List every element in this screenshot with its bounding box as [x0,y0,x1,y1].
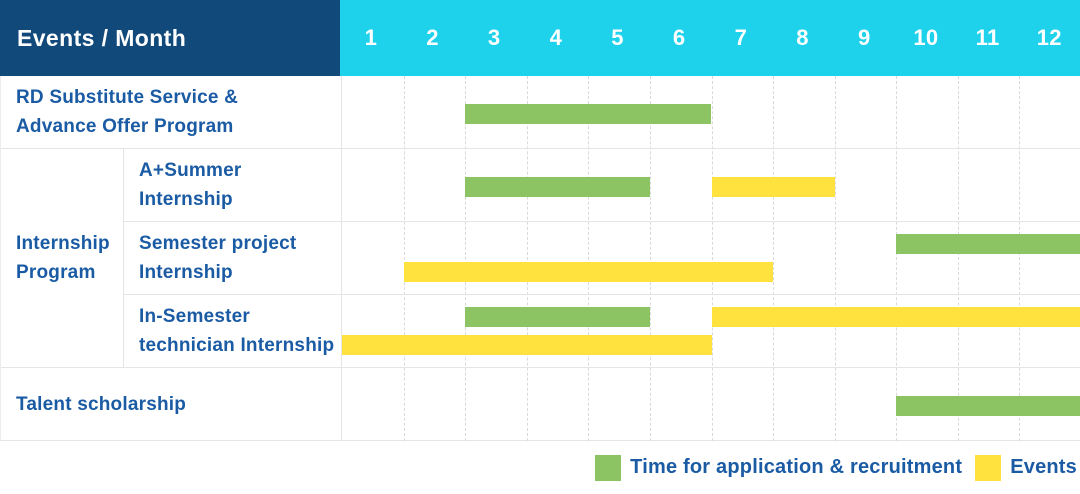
row-label-line: In-Semester [139,306,250,327]
row-label-line: Advance Offer Program [16,116,234,137]
gantt-row-track [342,368,1080,441]
month-header-label: 8 [796,25,809,50]
table-body: RD Substitute Service & Advance Offer Pr… [0,76,1080,441]
month-header-label: 7 [734,25,748,50]
month-header-label: 12 [1036,25,1062,50]
row-label-line: Internship [139,262,233,283]
row-label-line: A+Summer [139,160,242,181]
row-label-semester-project: Semester project Internship [124,222,341,295]
group-label-line: Internship [16,233,110,254]
month-gridline [711,76,713,441]
group-label-internship-program: Internship Program [1,149,124,368]
row-label-a-plus-summer: A+Summer Internship [124,149,341,222]
month-gridline [1019,76,1021,441]
application-bar [896,234,1080,254]
month-header-label: 9 [857,25,871,50]
gantt-row-track [342,149,1080,222]
application-bar [465,177,650,197]
month-gridline [773,76,775,441]
month-header-label: 1 [364,25,378,50]
events-month-header-cell: Events / Month [0,0,340,76]
gantt-row-track [342,295,1080,368]
month-header-label: 6 [672,25,686,50]
application-bar [896,396,1080,416]
table-title: Events / Month [17,24,187,51]
event-bar [711,177,835,197]
application-bar [465,104,712,124]
month-header-label: 11 [975,25,1000,50]
month-gridline [526,76,528,441]
row-label-line: RD Substitute Service & [16,87,239,108]
row-label-line: Talent scholarship [16,394,187,415]
legend-item-events: Events [975,454,1077,481]
event-bar [403,262,774,282]
gantt-row-track [342,222,1080,295]
month-gridline [649,76,651,441]
gantt-track [341,76,1080,441]
table-header-row: Events / Month 1 2 3 4 5 6 7 8 9 10 11 12 [0,0,1080,76]
month-gridline [834,76,836,441]
month-header-label: 10 [913,25,939,50]
months-header: 1 2 3 4 5 6 7 8 9 10 11 12 [340,0,1080,76]
legend: Time for application & recruitment Event… [0,441,1077,494]
event-bar [711,307,1080,327]
month-gridline [588,76,590,441]
month-gridline [403,76,405,441]
legend-item-application: Time for application & recruitment [595,454,963,481]
legend-label: Events [1010,456,1077,478]
event-bar [342,335,712,355]
legend-label: Time for application & recruitment [630,456,963,478]
group-label-line: Program [16,262,96,283]
row-label-line: Internship [139,189,233,210]
row-label-in-semester-technician: In-Semester technician Internship [124,295,341,368]
month-gridline [957,76,959,441]
row-label-talent-scholarship: Talent scholarship [1,368,341,441]
green-swatch-icon [595,454,622,481]
row-label-line: technician Internship [139,335,335,356]
month-header-label: 4 [549,25,563,50]
row-label-rd-substitute: RD Substitute Service & Advance Offer Pr… [1,76,341,149]
gantt-row-track [342,76,1080,149]
application-bar [465,307,650,327]
row-label-line: Semester project [139,233,297,254]
yellow-swatch-icon [975,454,1002,481]
month-header-label: 5 [611,25,624,50]
month-gridline [465,76,467,441]
month-header-label: 3 [487,25,501,50]
month-header-label: 2 [426,25,439,50]
month-gridline [896,76,898,441]
